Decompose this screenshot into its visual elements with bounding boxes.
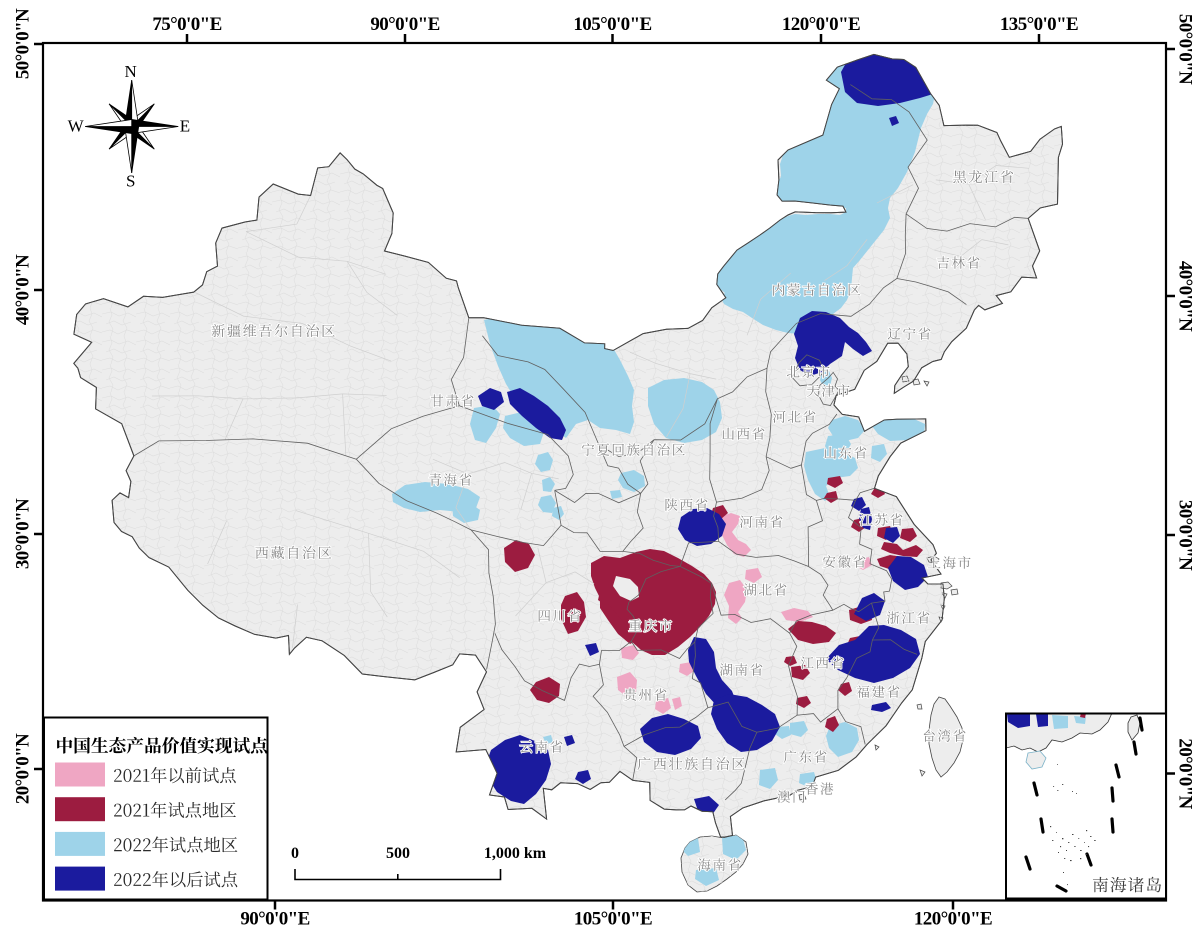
svg-text:90°0'0"E: 90°0'0"E [240,909,309,930]
svg-text:20°0'0"N: 20°0'0"N [13,733,34,804]
svg-text:50°0'0"N: 50°0'0"N [1175,14,1196,85]
svg-text:75°0'0"E: 75°0'0"E [152,14,221,35]
svg-text:1,000 km: 1,000 km [484,845,547,862]
svg-text:120°0'0"E: 120°0'0"E [782,14,860,35]
svg-text:N: N [125,62,137,81]
svg-text:40°0'0"N: 40°0'0"N [13,254,34,325]
svg-text:120°0'0"E: 120°0'0"E [914,909,992,930]
svg-text:30°0'0"N: 30°0'0"N [1175,500,1196,571]
svg-text:40°0'0"N: 40°0'0"N [1175,261,1196,332]
svg-text:E: E [180,117,190,136]
svg-text:0: 0 [291,845,299,862]
svg-text:30°0'0"N: 30°0'0"N [13,498,34,569]
svg-text:90°0'0"E: 90°0'0"E [370,14,439,35]
svg-text:105°0'0"E: 105°0'0"E [574,909,652,930]
svg-text:500: 500 [386,845,410,862]
svg-text:50°0'0"N: 50°0'0"N [13,8,34,79]
svg-text:135°0'0"E: 135°0'0"E [1000,14,1078,35]
svg-text:S: S [126,172,135,191]
svg-text:105°0'0"E: 105°0'0"E [573,14,651,35]
svg-text:20°0'0"N: 20°0'0"N [1175,738,1196,809]
svg-text:W: W [68,117,85,136]
